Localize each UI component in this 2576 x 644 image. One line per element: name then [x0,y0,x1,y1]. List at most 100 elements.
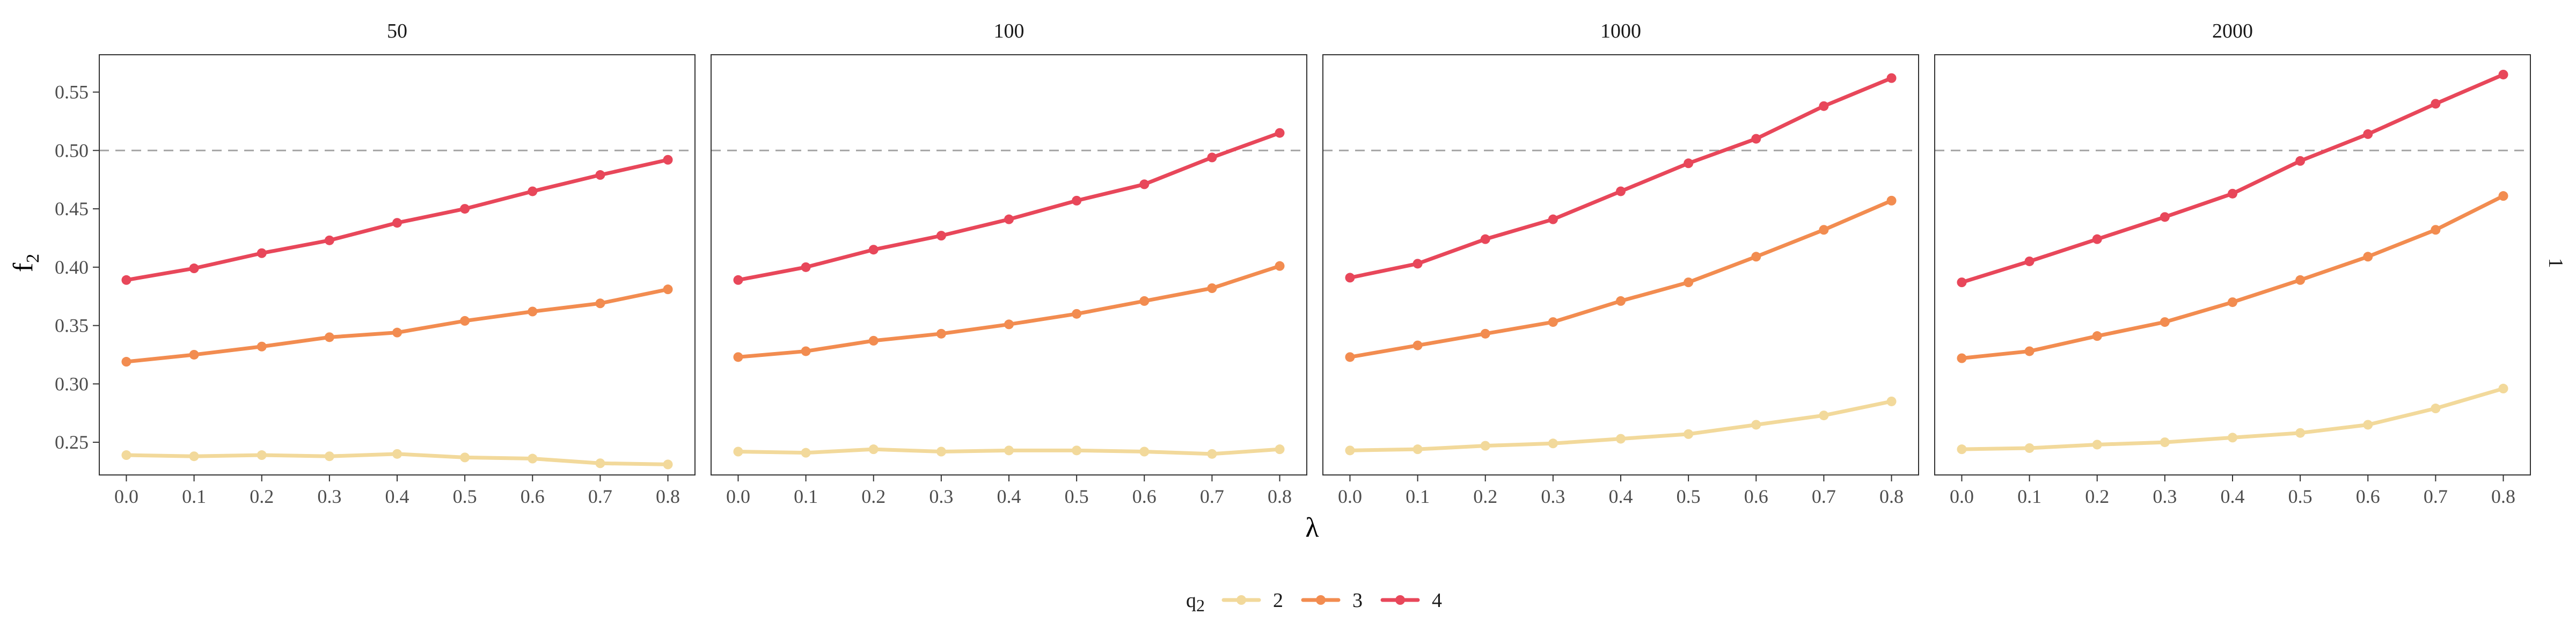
data-point-q2-3 [801,346,811,356]
data-point-q2-3 [257,341,267,352]
y-axis-title: f2 [8,254,43,272]
data-point-q2-2 [460,452,470,463]
legend-label: 3 [1352,589,1363,612]
x-tick-label: 0.2 [1473,486,1497,507]
data-point-q2-4 [1004,214,1014,224]
data-point-q2-4 [2498,69,2508,79]
x-tick-label: 0.1 [182,486,206,507]
x-tick-label: 0.2 [250,486,274,507]
data-point-q2-4 [1139,179,1150,189]
data-point-q2-4 [1819,101,1829,111]
series-line-q2-3 [124,287,670,364]
data-point-q2-2 [1275,444,1285,455]
data-point-q2-2 [392,449,402,459]
data-point-q2-2 [1413,444,1423,455]
data-point-q2-3 [2024,346,2035,356]
panel-border [711,54,1307,475]
data-point-q2-4 [1413,259,1423,269]
data-point-q2-4 [1072,195,1082,206]
x-tick-label: 0.6 [1132,486,1157,507]
x-tick-label: 0.8 [2491,486,2515,507]
legend: q2 2 3 4 [1186,589,1442,615]
x-tick-label: 0.6 [2356,486,2380,507]
data-point-q2-2 [2024,443,2035,453]
series-line-q2-4 [736,131,1282,282]
data-point-q2-3 [936,328,946,339]
data-point-q2-3 [1548,317,1558,327]
data-point-q2-2 [257,450,267,460]
data-point-q2-3 [2295,275,2306,285]
panel-title: 1000 [1600,20,1641,42]
data-point-q2-2 [1345,445,1355,456]
data-point-q2-3 [1886,195,1897,206]
x-tick-label: 0.5 [1065,486,1089,507]
x-tick-label: 0.7 [588,486,612,507]
data-point-q2-2 [1751,420,1761,430]
legend-entry-2: 2 [1221,589,1283,612]
data-point-q2-2 [1548,438,1558,449]
data-point-q2-3 [2228,297,2237,308]
series-line-q2-3 [736,264,1282,359]
data-point-q2-4 [1207,152,1217,163]
data-point-q2-4 [2295,156,2306,166]
data-point-q2-4 [868,245,879,255]
data-point-q2-3 [121,357,131,367]
x-tick-label: 0.3 [2153,486,2177,507]
x-tick-label: 0.1 [794,486,818,507]
x-tick-label: 0.8 [656,486,680,507]
data-point-q2-3 [460,316,470,326]
data-point-q2-3 [1413,340,1423,350]
data-point-q2-2 [595,458,605,469]
right-strip-label: 1 [2544,258,2567,268]
data-point-q2-3 [733,352,743,362]
data-point-q2-2 [324,451,334,462]
data-point-q2-3 [1004,319,1014,330]
y-tick-label: 0.40 [55,257,89,278]
data-point-q2-2 [1616,434,1626,444]
x-tick-label: 0.4 [997,486,1021,507]
data-point-q2-2 [121,450,131,460]
data-point-q2-2 [2363,420,2373,430]
y-tick-label: 0.25 [55,431,89,453]
data-point-q2-2 [2092,440,2102,450]
data-point-q2-3 [1751,252,1761,262]
data-point-q2-4 [1275,128,1285,138]
data-point-q2-2 [1886,396,1897,406]
legend-entry-3: 3 [1301,589,1363,612]
data-point-q2-4 [1684,158,1694,169]
data-point-q2-4 [2363,129,2373,139]
data-point-q2-4 [528,186,538,196]
panel-50: 50 0.0 0.1 0.2 0.3 0.4 0.5 0.6 0.7 0.8 [99,20,696,507]
x-tick-label: 0.1 [2017,486,2041,507]
y-tick-label: 0.35 [55,315,89,336]
data-point-q2-3 [663,284,673,295]
data-point-q2-3 [1684,277,1694,288]
data-point-q2-3 [324,332,334,342]
data-point-q2-2 [2498,384,2508,394]
data-point-q2-2 [868,444,879,455]
legend-key-point [1316,595,1326,605]
data-point-q2-3 [1207,283,1217,293]
panel-1000: 1000 0.0 0.1 0.2 0.3 0.4 0.5 0.6 0.7 0.8 [1322,20,1919,507]
x-tick-label: 0.3 [317,486,341,507]
data-point-q2-2 [2431,404,2441,414]
data-point-q2-3 [1345,352,1355,362]
data-point-q2-3 [1480,328,1490,339]
data-point-q2-4 [595,170,605,180]
data-point-q2-2 [189,451,199,462]
x-tick-label: 0.8 [1879,486,1904,507]
legend-label: 4 [1432,589,1442,612]
x-tick-label: 0.0 [726,486,750,507]
data-point-q2-4 [189,264,199,274]
y-tick-label: 0.45 [55,198,89,219]
data-point-q2-2 [528,453,538,464]
legend-title-subscript: 2 [1196,596,1205,615]
panel-100: 100 0.0 0.1 0.2 0.3 0.4 0.5 0.6 0.7 0.8 [711,20,1307,507]
panel-title: 100 [994,20,1024,42]
x-axis-title: λ [1305,513,1319,543]
x-tick-label: 0.2 [2085,486,2109,507]
data-point-q2-2 [801,448,811,458]
y-axis: 0.25 0.30 0.35 0.40 0.45 0.50 0.55 [55,82,99,453]
series-line-q2-3 [1959,194,2506,360]
